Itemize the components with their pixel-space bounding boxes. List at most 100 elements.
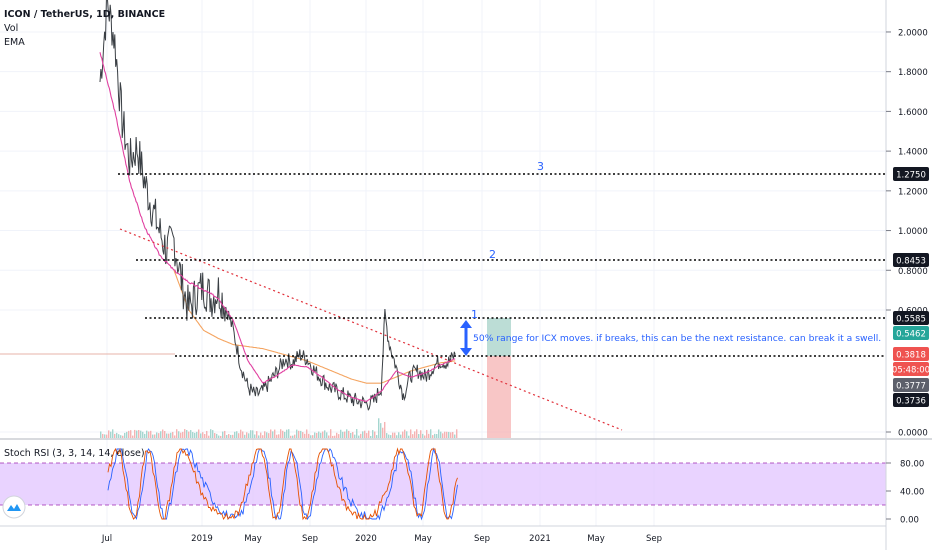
volume-bar bbox=[432, 435, 434, 438]
volume-bar bbox=[232, 434, 234, 438]
price-axis[interactable]: 2.0000 1.8000 1.6000 1.4000 1.2000 1.0000 0.80… bbox=[886, 28, 928, 439]
volume-bar bbox=[198, 429, 200, 438]
volume-bar bbox=[226, 434, 228, 438]
volume-bar bbox=[120, 435, 122, 438]
volume-bar bbox=[314, 432, 316, 438]
tradingview-logo-icon[interactable] bbox=[2, 495, 26, 519]
volume-bar bbox=[434, 433, 436, 438]
volume-bar bbox=[402, 431, 404, 438]
volume-bar bbox=[352, 432, 354, 438]
legend-ema[interactable]: EMA bbox=[4, 37, 25, 48]
volume-bar bbox=[356, 429, 358, 438]
vertical-gridlines bbox=[106, 0, 655, 526]
stoch-legend[interactable]: Stoch RSI (3, 3, 14, 14, close) bbox=[4, 448, 145, 459]
volume-bar bbox=[194, 432, 196, 438]
price-badge bbox=[893, 362, 929, 376]
volume-bar bbox=[262, 435, 264, 438]
volume-bar bbox=[370, 435, 372, 438]
volume-bar bbox=[364, 430, 366, 438]
price-badges: 1.2750 0.8453 0.5585 0.5462 0.3818 05:48:00 0.… bbox=[892, 167, 930, 407]
volume-bar bbox=[176, 429, 178, 438]
volume-bar bbox=[178, 431, 180, 438]
volume-bar bbox=[452, 431, 454, 438]
volume-bar bbox=[202, 432, 204, 438]
price-badge-label: 0.3736 bbox=[896, 396, 926, 406]
price-tick-label: 1.0000 bbox=[898, 227, 928, 237]
time-tick-label: May bbox=[587, 534, 605, 544]
wave-label-2: 2 bbox=[489, 248, 496, 261]
volume-bar bbox=[416, 429, 418, 438]
volume-bar bbox=[380, 423, 382, 438]
legend-symbol[interactable]: ICON / TetherUS, 1D, BINANCE bbox=[4, 9, 165, 20]
volume-bar bbox=[372, 430, 374, 438]
volume-bar bbox=[114, 433, 116, 438]
volume-bar bbox=[344, 431, 346, 438]
volume-bar bbox=[142, 431, 144, 438]
time-tick-label: Jul bbox=[101, 534, 112, 544]
volume-bar bbox=[274, 429, 276, 438]
volume-bar bbox=[224, 430, 226, 438]
volume-bar bbox=[162, 429, 164, 438]
stoch-pane[interactable]: Stoch RSI (3, 3, 14, 14, close) bbox=[0, 447, 886, 521]
volume-bar bbox=[132, 435, 134, 438]
volume-bar bbox=[172, 431, 174, 438]
volume-bar bbox=[188, 431, 190, 438]
volume-bar bbox=[318, 431, 320, 438]
volume-bar bbox=[298, 430, 300, 438]
volume-bar bbox=[448, 431, 450, 438]
volume-bar bbox=[182, 431, 184, 438]
volume-bar bbox=[256, 431, 258, 438]
volume-bar bbox=[362, 431, 364, 438]
volume-bar bbox=[138, 430, 140, 438]
volume-bar bbox=[136, 430, 138, 438]
volume-bar bbox=[454, 434, 456, 438]
volume-bar bbox=[122, 435, 124, 438]
price-badge-label: 0.3777 bbox=[896, 381, 926, 391]
volume-bar bbox=[230, 434, 232, 438]
volume-bar bbox=[164, 430, 166, 438]
volume-bar bbox=[246, 432, 248, 438]
volume-bar bbox=[312, 435, 314, 438]
volume-bar bbox=[180, 432, 182, 438]
volume-bar bbox=[100, 431, 102, 438]
price-badge bbox=[893, 393, 929, 407]
volume-bar bbox=[276, 434, 278, 438]
volume-bar bbox=[148, 431, 150, 438]
volume-bar bbox=[296, 429, 298, 438]
time-axis[interactable]: Jul 2019 May Sep 2020 May Sep 2021 May Sep bbox=[101, 534, 662, 544]
volume-bar bbox=[150, 430, 152, 438]
volume-bar bbox=[308, 433, 310, 438]
volume-bar bbox=[130, 430, 132, 438]
legend-vol[interactable]: Vol bbox=[4, 23, 18, 34]
volume-bar bbox=[216, 433, 218, 438]
price-tick-label: 1.6000 bbox=[898, 108, 928, 118]
volume-bar bbox=[102, 433, 104, 438]
stoch-tick-label: 80.00 bbox=[900, 460, 924, 470]
volume-bar bbox=[430, 429, 432, 438]
volume-bar bbox=[190, 430, 192, 438]
price-tick-label: 2.0000 bbox=[898, 28, 928, 38]
price-badge-label: 1.2750 bbox=[896, 170, 926, 180]
volume-bar bbox=[124, 432, 126, 438]
volume-bar bbox=[398, 432, 400, 438]
volume-bar bbox=[436, 433, 438, 438]
volume-bar bbox=[218, 435, 220, 438]
volume-bar bbox=[400, 434, 402, 438]
volume-bar bbox=[390, 435, 392, 438]
volume-bar bbox=[158, 433, 160, 438]
volume-bar bbox=[444, 431, 446, 438]
volume-bar bbox=[234, 431, 236, 438]
volume-bar bbox=[186, 430, 188, 438]
volume-bar bbox=[342, 431, 344, 438]
price-tick-label: 0.8000 bbox=[898, 267, 928, 277]
main-pane[interactable] bbox=[0, 0, 886, 438]
volume-bar bbox=[168, 433, 170, 438]
time-tick-label: May bbox=[244, 534, 262, 544]
volume-bar bbox=[332, 435, 334, 438]
price-badge-label: 0.8453 bbox=[896, 256, 926, 266]
volume-bar bbox=[228, 433, 230, 438]
volume-bar bbox=[272, 431, 274, 438]
volume-bar bbox=[294, 434, 296, 438]
stoch-axis[interactable]: 80.00 40.00 0.00 bbox=[886, 460, 924, 526]
